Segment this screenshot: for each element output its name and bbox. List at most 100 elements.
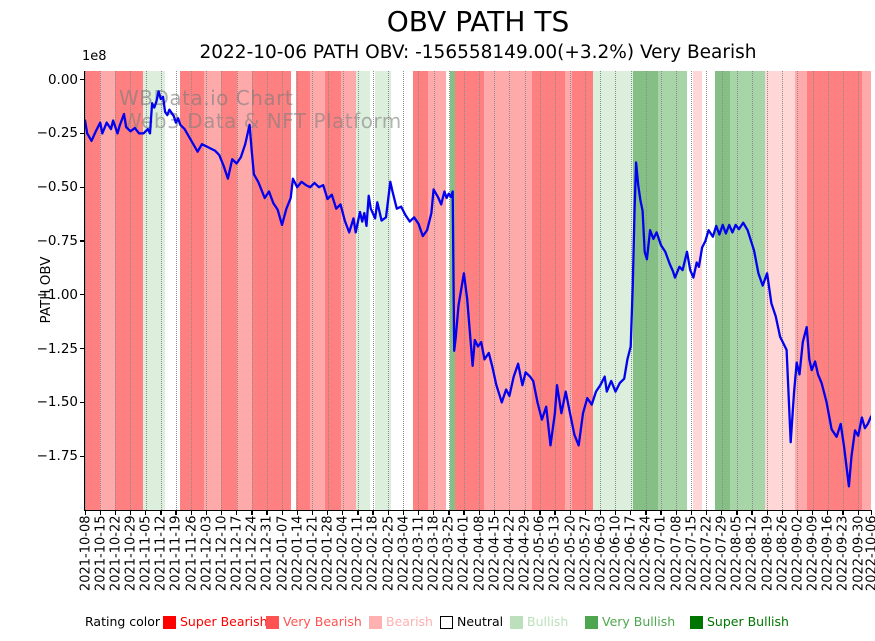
x-gridline [600,71,602,510]
x-gridline [585,71,587,510]
x-gridline [145,71,147,510]
x-tick-label: 2022-03-25 [441,515,457,592]
x-gridline [357,71,359,510]
x-tick-mark [736,511,738,515]
rating-band-super_bearish [532,71,565,510]
x-tick-mark [84,511,86,515]
rating-band-super_bearish [221,71,237,510]
y-tick-label: −0.75 [36,233,78,249]
legend-swatch-bullish [510,616,523,629]
x-tick-mark [372,511,374,515]
x-tick-label: 2021-12-03 [199,515,215,592]
x-tick-label: 2022-05-13 [547,515,563,592]
chart-subtitle: 2022-10-06 PATH OBV: -156558149.00(+3.2%… [199,42,757,63]
x-tick-mark [796,511,799,515]
y-tick-mark [80,347,85,350]
x-gridline [191,71,193,510]
x-tick-mark [493,511,496,515]
x-gridline [706,71,708,510]
chart-title: OBV PATH TS [386,5,570,38]
x-tick-mark [205,511,208,515]
x-tick-label: 2022-09-23 [835,515,851,592]
rating-band-super_bearish [413,71,429,510]
x-tick-mark [539,511,541,515]
x-gridline [175,71,177,510]
x-gridline [660,71,662,510]
x-gridline [509,71,511,510]
legend-swatch-bearish [369,616,382,629]
x-tick-mark [281,511,283,515]
x-tick-mark [524,511,526,515]
x-gridline [463,71,465,510]
x-tick-mark [266,511,268,515]
x-gridline [115,71,117,510]
x-tick-mark [599,511,602,515]
x-tick-label: 2022-08-26 [775,515,791,592]
y-tick-mark [80,294,85,296]
x-gridline [751,71,753,510]
x-gridline [327,71,329,510]
x-tick-label: 2022-09-02 [790,515,806,592]
x-tick-label: 2022-04-08 [472,515,488,592]
y-tick-label: −0.25 [36,125,78,142]
rating-band-very_bullish [730,71,765,510]
x-tick-label: 2022-08-12 [744,515,760,592]
x-tick-mark [812,511,814,515]
x-gridline [266,71,268,510]
x-gridline [630,71,632,510]
y-tick-label: −1.75 [36,448,78,465]
x-tick-label: 2022-07-22 [699,515,715,592]
x-tick-label: 2022-10-06 [864,515,875,592]
x-gridline [251,71,253,510]
x-tick-mark [327,511,329,515]
x-tick-label: 2021-11-19 [168,515,184,592]
x-tick-mark [478,511,480,515]
x-gridline [858,71,859,510]
x-tick-label: 2022-07-08 [669,515,685,592]
x-tick-mark [675,511,677,515]
rating-band-super_bearish [85,71,101,510]
x-gridline [539,71,541,510]
rating-band-very_bullish [657,71,687,510]
x-gridline [206,71,208,510]
x-gridline [479,71,481,510]
rating-band-very_bearish [484,71,533,510]
x-tick-label: 2022-05-27 [578,515,594,592]
x-tick-mark [251,511,253,515]
x-tick-label: 2022-04-29 [517,515,533,592]
x-gridline [721,71,723,510]
x-tick-mark [402,511,405,515]
x-gridline [282,71,284,510]
x-gridline [85,71,86,510]
x-gridline [782,71,784,510]
y-axis-offset-label: 1e8 [82,49,107,64]
x-tick-label: 2022-05-20 [563,515,579,592]
x-tick-mark [721,511,723,515]
legend-swatch-very_bullish [585,616,598,629]
x-tick-label: 2022-02-25 [381,515,397,592]
x-tick-label: 2022-06-17 [623,515,639,592]
obv-line [85,90,871,488]
rating-band-neutral [369,71,376,510]
x-tick-mark [417,511,420,515]
y-tick-mark [80,78,85,81]
x-gridline [736,71,738,510]
rating-band-very_bearish [428,71,446,510]
x-gridline [645,71,647,510]
x-tick-label: 2021-11-26 [184,515,200,592]
rating-band-bullish [375,71,392,510]
y-tick-label: −0.50 [36,179,78,196]
y-tick-label: −1.50 [36,394,78,411]
rating-band-super_bearish [180,71,205,510]
x-gridline [827,71,829,510]
x-gridline [297,71,299,510]
rating-band-neutral [391,71,414,510]
legend-swatch-neutral [440,616,453,629]
x-tick-mark [175,511,177,515]
x-tick-mark [190,511,192,515]
x-gridline [342,71,344,510]
rating-band-very_bearish [204,71,222,510]
x-gridline [842,71,844,510]
x-tick-mark [554,511,556,515]
y-tick-mark [80,455,85,457]
